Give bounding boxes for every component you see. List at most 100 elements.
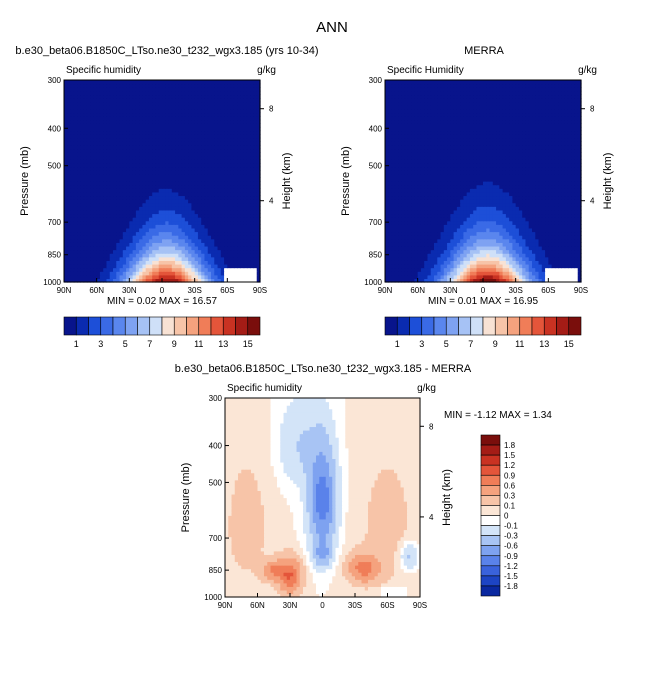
heatmap-cell (220, 152, 225, 157)
heatmap-cell (256, 263, 261, 269)
heatmap-cell (90, 137, 94, 142)
heatmap-cell (243, 90, 248, 96)
heatmap-cell (230, 209, 235, 215)
heatmap-cell (90, 278, 94, 283)
heatmap-cell (122, 224, 127, 229)
heatmap-cell (227, 87, 232, 92)
heatmap-cell (126, 202, 130, 207)
heatmap-cell (116, 98, 121, 103)
heatmap-cell (240, 242, 245, 247)
heatmap-cell (243, 112, 248, 117)
heatmap-cell (116, 159, 121, 164)
heatmap-cell (220, 274, 225, 279)
heatmap-cell (80, 170, 85, 175)
heatmap-cell (145, 177, 150, 182)
heatmap-cell (175, 256, 179, 261)
heatmap-cell (240, 195, 245, 200)
heatmap-cell (178, 195, 183, 200)
heatmap-cell (256, 159, 261, 164)
heatmap-cell (64, 256, 68, 261)
heatmap-cell (106, 144, 111, 150)
heatmap-cell (191, 253, 196, 258)
heatmap-cell (181, 188, 186, 193)
heatmap-cell (135, 137, 140, 142)
heatmap-cell (256, 181, 261, 186)
heatmap-cell (168, 217, 173, 222)
heatmap-cell (191, 224, 196, 229)
heatmap-cell (188, 141, 192, 146)
heatmap-cell (224, 148, 228, 153)
heatmap-cell (204, 94, 209, 99)
heatmap-cell (214, 162, 219, 168)
heatmap-cell (191, 231, 196, 236)
heatmap-cell (129, 166, 134, 171)
heatmap-cell (135, 253, 140, 258)
heatmap-cell (103, 238, 108, 243)
heatmap-cell (162, 256, 166, 261)
heatmap-cell (70, 267, 75, 272)
heatmap-cell (175, 126, 179, 132)
heatmap-cell (93, 80, 98, 85)
heatmap-cell (152, 177, 157, 182)
heatmap-cell (132, 267, 137, 272)
heatmap-cell (214, 235, 219, 240)
heatmap-cell (80, 263, 85, 269)
heatmap-cell (194, 191, 199, 197)
heatmap-cell (184, 123, 189, 128)
heatmap-cell (119, 184, 124, 189)
heatmap-cell (240, 101, 245, 106)
heatmap-cell (197, 235, 202, 240)
heatmap-cell (93, 195, 98, 200)
heatmap-cell (99, 235, 104, 240)
heatmap-cell (237, 112, 241, 117)
y-tick-label: 300 (48, 76, 62, 85)
heatmap-cell (73, 274, 78, 279)
heatmap-cell (122, 253, 127, 258)
heatmap-cell (227, 105, 232, 110)
heatmap-cell (152, 134, 157, 139)
heatmap-cell (80, 242, 85, 247)
heatmap-cell (99, 249, 104, 254)
heatmap-cell (233, 235, 238, 240)
heatmap-cell (126, 224, 130, 229)
heatmap-cell (142, 126, 147, 132)
heatmap-cell (90, 119, 94, 124)
heatmap-cell (122, 94, 127, 99)
heatmap-cell (207, 278, 212, 283)
heatmap-cell (181, 162, 186, 168)
heatmap-cell (473, 278, 478, 283)
heatmap-cell (83, 253, 88, 258)
heatmap-cell (129, 256, 134, 261)
heatmap-cell (96, 137, 101, 142)
heatmap-cell (126, 213, 130, 218)
heatmap-cell (145, 134, 150, 139)
heatmap-cell (148, 213, 153, 218)
heatmap-cell (256, 267, 261, 272)
heatmap-cell (96, 245, 101, 251)
heatmap-cell (103, 267, 108, 272)
heatmap-cell (73, 249, 78, 254)
heatmap-cell (83, 260, 88, 265)
heatmap-cell (246, 202, 251, 207)
heatmap-cell (211, 213, 215, 218)
heatmap-cell (227, 155, 232, 160)
heatmap-cell (77, 173, 81, 178)
heatmap-cell (191, 116, 196, 121)
heatmap-cell (201, 94, 206, 99)
heatmap-cell (256, 98, 261, 103)
heatmap-cell (194, 166, 199, 171)
heatmap-cell (77, 148, 81, 153)
heatmap-cell (230, 238, 235, 243)
heatmap-cell (250, 195, 255, 200)
heatmap-cell (106, 195, 111, 200)
heatmap-cell (194, 231, 199, 236)
heatmap-cell (201, 170, 206, 175)
heatmap-cell (103, 162, 108, 168)
heatmap-cell (197, 253, 202, 258)
heatmap-cell (152, 202, 157, 207)
heatmap-cell (67, 155, 72, 160)
heatmap-cell (233, 94, 238, 99)
heatmap-cell (181, 134, 186, 139)
heatmap-cell (64, 260, 68, 265)
heatmap-cell (73, 267, 78, 272)
